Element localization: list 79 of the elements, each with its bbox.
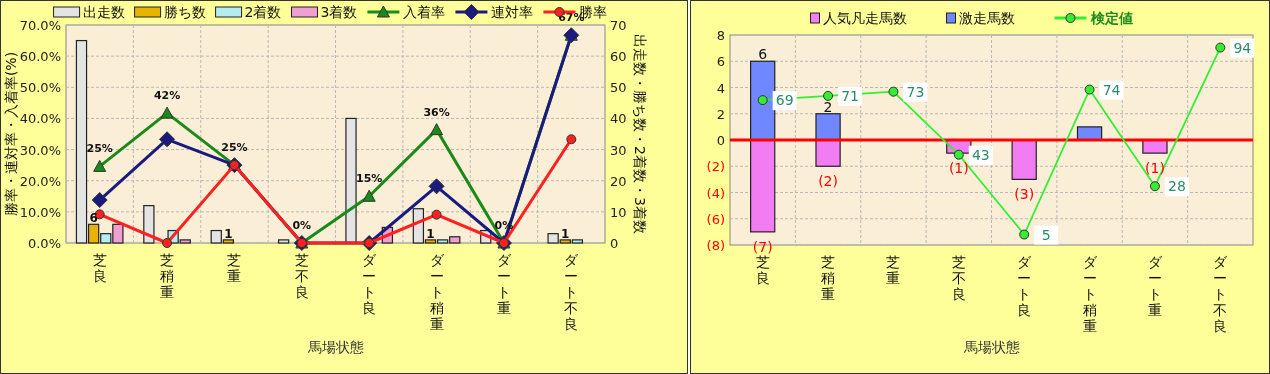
x-tick-label: 芝重 [227, 252, 242, 284]
y2-tick-label: 50 [610, 80, 627, 96]
y-tick-label: 40.0% [19, 111, 61, 127]
data-label: 74 [1102, 81, 1121, 98]
x-axis-title: 馬場状態 [306, 339, 364, 355]
data-label: 94 [1233, 39, 1252, 56]
x-tick-label: 芝稍重 [821, 254, 836, 302]
y-tick-label: 0.0% [27, 236, 61, 251]
data-label: 5 [1041, 226, 1051, 243]
x-tick-label: 芝稍重 [160, 252, 175, 300]
y-tick-label: 6 [716, 54, 725, 70]
legend-label: 連対率 [491, 4, 534, 20]
legend-label: 2着数 [244, 4, 282, 20]
y-tick-label: 10.0% [19, 204, 61, 220]
data-label: 42% [153, 89, 181, 103]
y2-tick-label: 30 [610, 142, 627, 158]
data-label: (2) [818, 173, 838, 190]
data-label: 71 [841, 87, 859, 104]
data-label: (1) [948, 160, 969, 177]
data-label: 15% [356, 172, 383, 186]
y-axis-title: 勝率・連対率・入着率(%) [3, 51, 19, 217]
x-tick-label: 芝重 [886, 254, 901, 286]
y-tick-label: 60.0% [19, 49, 61, 65]
x-tick-label: ダート稍重 [1082, 254, 1098, 334]
x-tick-label: ダート重 [1147, 254, 1163, 318]
data-label: 6 [758, 46, 768, 63]
x-tick-label: 芝不良 [294, 252, 309, 300]
y-tick-label: 50.0% [19, 80, 61, 96]
y2-tick-label: 60 [610, 49, 627, 65]
y-tick-label: (2) [706, 159, 725, 175]
data-label: 28 [1168, 178, 1186, 195]
x-tick-label: 芝良 [92, 252, 107, 284]
y2-tick-label: 0 [610, 236, 619, 251]
y-tick-label: 4 [716, 80, 725, 96]
x-tick-label: 芝良 [755, 254, 770, 286]
data-label: 1 [224, 226, 233, 241]
y-tick-label: (6) [706, 211, 725, 227]
data-label: 1 [426, 226, 435, 241]
y2-tick-label: 20 [610, 173, 627, 189]
x-tick-label: ダート良 [362, 252, 378, 316]
y2-tick-label: 10 [610, 204, 627, 220]
y-tick-label: (8) [706, 238, 725, 253]
data-label: 1 [561, 226, 570, 241]
x-axis-title: 馬場状態 [962, 339, 1020, 355]
x-tick-label: ダート稍重 [429, 252, 445, 332]
legend-label: 勝ち数 [163, 4, 206, 20]
x-tick-label: ダート不良 [564, 252, 580, 332]
y-tick-label: 0 [716, 133, 725, 148]
y-tick-label: 30.0% [19, 142, 61, 158]
legend-label: 検定値 [1089, 10, 1133, 26]
y2-axis-title: 出走数・勝ち数・2着数・3着数 [632, 34, 648, 234]
y-tick-label: 8 [716, 28, 725, 43]
y-tick-label: 70.0% [19, 18, 61, 33]
y2-tick-label: 40 [610, 111, 627, 127]
y-tick-label: 2 [716, 106, 725, 122]
x-tick-label: ダート重 [496, 252, 512, 316]
legend-label: 激走馬数 [958, 10, 1015, 26]
legend-label: 入着率 [403, 4, 446, 20]
data-label: 43 [971, 146, 990, 163]
legend-label: 出走数 [82, 4, 125, 20]
data-label: 25% [86, 142, 113, 156]
data-label: 36% [423, 105, 450, 119]
y-tick-label: 20.0% [19, 173, 61, 189]
data-label: 2 [823, 98, 833, 115]
data-label: 73 [906, 83, 925, 100]
x-tick-label: ダート良 [1017, 254, 1033, 318]
data-label: 6 [89, 211, 98, 226]
x-tick-label: 芝不良 [951, 254, 966, 302]
legend-label: 人気凡走馬数 [822, 10, 907, 26]
data-label: 69 [775, 92, 794, 109]
y-tick-label: (4) [706, 185, 725, 201]
y2-tick-label: 70 [610, 18, 627, 33]
data-label: 0% [292, 219, 312, 232]
data-label: 25% [221, 141, 248, 155]
data-label: (7) [752, 238, 773, 255]
legend-label: 3着数 [320, 4, 358, 20]
data-label: (3) [1014, 186, 1035, 203]
data-label: (1) [1145, 160, 1165, 177]
x-tick-label: ダート不良 [1213, 254, 1229, 334]
